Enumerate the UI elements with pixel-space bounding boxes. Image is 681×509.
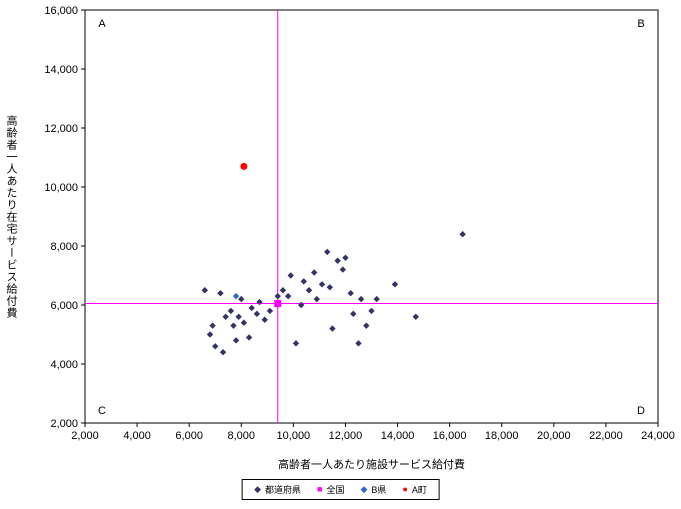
data-point [363,322,370,329]
x-tick-label: 12,000 [329,430,363,442]
data-point [292,340,300,347]
data-point [222,313,229,320]
data-point [326,284,334,291]
x-tick-label: 8,000 [228,430,256,442]
x-tick-label: 24,000 [641,430,675,442]
data-point [212,343,219,350]
data-point [284,292,292,300]
data-point [313,295,321,303]
x-tick-label: 20,000 [537,430,571,442]
legend-marker-square-icon: ■ [317,484,323,494]
data-point [256,298,263,306]
data-point [230,322,237,329]
data-point [287,272,294,279]
data-point [347,290,354,297]
data-point [266,307,274,315]
legend-item: ◆ 都道府県 [254,483,301,496]
x-axis-label: 高齢者一人あたり施設サービス給付費 [278,459,465,471]
data-point [279,287,287,294]
y-axis-label: 高齢者一人あたり在宅サービス給付費 [5,114,17,319]
legend-item: ◆ B県 [361,483,387,496]
x-tick-label: 22,000 [589,430,623,442]
data-point [300,278,307,285]
legend-label: 都道府県 [265,485,302,495]
data-point [238,295,245,303]
data-point [209,322,216,329]
legend: ◆ 都道府県 ■ 全国 ◆ B県 ● A町 [241,479,440,500]
data-point [240,319,248,326]
legend-item: ● A町 [402,483,426,496]
x-tick-label: 18,000 [485,430,519,442]
data-point [357,295,365,303]
y-tick-label: 2,000 [50,418,78,430]
data-point [274,292,281,300]
y-tick-label: 16,000 [44,5,78,17]
x-tick-label: 14,000 [381,430,415,442]
data-point [373,295,380,303]
data-point [391,281,399,288]
y-tick-label: 8,000 [50,241,78,253]
x-tick-label: 16,000 [433,430,467,442]
data-point [334,257,341,264]
quadrant-label: C [98,405,106,417]
data-point [368,307,375,315]
data-point [232,292,240,300]
data-point [201,287,209,294]
data-point [274,300,282,308]
legend-marker-diamond-icon: ◆ [360,484,368,494]
data-point [261,316,268,323]
data-point [219,349,227,356]
data-point [206,331,214,338]
quadrant-label: A [98,18,106,30]
legend-label: 全国 [326,485,345,495]
legend-marker-diamond-icon: ◆ [254,484,262,494]
y-tick-label: 10,000 [44,182,78,194]
data-point [355,340,362,347]
legend-marker-circle-icon: ● [402,484,408,494]
y-tick-label: 6,000 [50,300,78,312]
x-tick-label: 2,000 [71,430,99,442]
x-tick-label: 10,000 [277,430,311,442]
data-point [227,307,235,315]
x-tick-label: 6,000 [175,430,203,442]
quadrant-label: B [637,18,644,30]
legend-label: A町 [411,485,427,495]
legend-item: ■ 全国 [317,483,344,496]
plot-border [84,9,659,424]
y-tick-label: 4,000 [50,359,78,371]
data-point [248,304,255,312]
data-point [342,254,349,261]
data-point [232,337,240,344]
data-point [324,248,331,256]
data-point [217,290,224,297]
data-point [297,301,305,309]
data-point [318,281,326,288]
quadrant-label: D [637,405,645,417]
plot-area: 2,000 4,000 6,000 8,000 10,000 12,000 14,000 16… [44,5,675,442]
data-point [350,310,357,318]
data-point [235,313,242,320]
data-point [459,231,466,238]
data-point [311,269,318,276]
data-point [305,287,313,294]
data-point [253,310,261,318]
y-tick-label: 14,000 [44,64,78,76]
data-point [240,162,248,170]
y-tick-label: 12,000 [44,123,78,135]
data-point [339,266,347,273]
data-point [329,325,336,332]
x-tick-label: 4,000 [123,430,151,442]
data-point [245,334,253,341]
legend-label: B県 [371,485,387,495]
data-point [412,313,419,320]
